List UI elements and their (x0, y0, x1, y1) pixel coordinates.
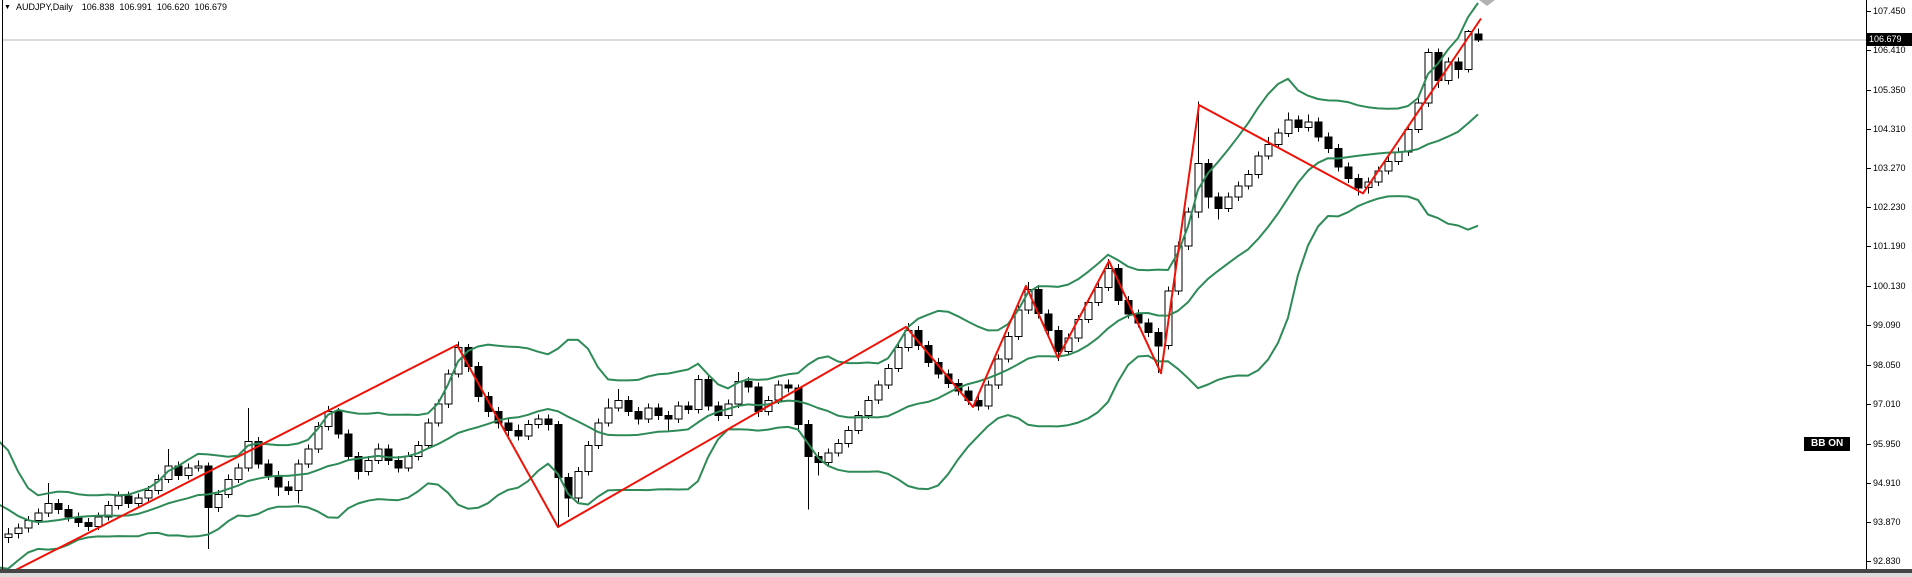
price-axis-label: 94.910 (1873, 478, 1901, 488)
price-axis-tick (1866, 11, 1871, 12)
price-axis-tick (1866, 246, 1871, 247)
window-bottom-edge (0, 573, 1912, 577)
quote-high: 106.991 (119, 2, 152, 12)
price-axis-label: 105.350 (1873, 85, 1906, 95)
price-axis-label: 95.950 (1873, 439, 1901, 449)
price-axis-tick (1866, 90, 1871, 91)
price-axis-label: 106.410 (1873, 45, 1906, 55)
drag-arrow-icon (1479, 0, 1495, 6)
price-axis-label: 92.830 (1873, 556, 1901, 566)
quote-line: ▼ AUDJPY,Daily 106.838 106.991 106.620 1… (4, 1, 232, 13)
price-axis-tick (1866, 168, 1871, 169)
price-axis-tick (1866, 286, 1871, 287)
price-axis-tick (1866, 325, 1871, 326)
price-axis-label: 99.090 (1873, 320, 1901, 330)
quote-open: 106.838 (81, 2, 115, 12)
price-axis-label: 93.870 (1873, 517, 1901, 527)
price-axis-border (1866, 0, 1867, 570)
symbol-period-label: AUDJPY,Daily (15, 2, 73, 12)
price-axis-tick (1866, 50, 1871, 51)
price-axis-label: 103.270 (1873, 163, 1906, 173)
price-axis-tick (1866, 365, 1871, 366)
current-price-tag: 106.679 (1866, 33, 1912, 46)
symbol-dropdown-icon[interactable]: ▼ (4, 3, 11, 11)
price-axis-label: 100.130 (1873, 281, 1906, 291)
price-axis-tick (1866, 483, 1871, 484)
price-axis-label: 98.050 (1873, 360, 1901, 370)
bb-indicator-badge[interactable]: BB ON (1804, 437, 1851, 451)
chart-bottom-border (0, 569, 1912, 573)
chart-left-border (2, 0, 3, 570)
price-axis-label: 104.310 (1873, 124, 1906, 134)
price-axis-tick (1866, 404, 1871, 405)
quote-low: 106.620 (156, 2, 190, 12)
price-axis-label: 107.450 (1873, 6, 1906, 16)
price-axis-tick (1866, 207, 1871, 208)
price-axis-label: 102.230 (1873, 202, 1906, 212)
price-axis-tick (1866, 522, 1871, 523)
price-axis-tick (1866, 561, 1871, 562)
price-axis-tick (1866, 129, 1871, 130)
price-axis-tick (1866, 444, 1871, 445)
price-axis-label: 97.010 (1873, 399, 1901, 409)
quote-close: 106.679 (194, 2, 227, 12)
price-axis-label: 101.190 (1873, 241, 1906, 251)
